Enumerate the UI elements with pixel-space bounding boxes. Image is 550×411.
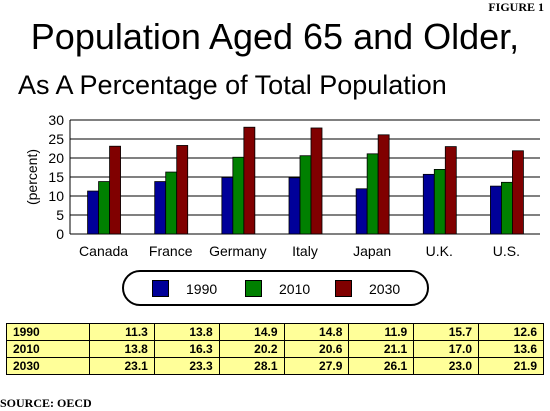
x-tick-label: Germany — [209, 243, 267, 259]
bar-2030-france — [176, 145, 189, 235]
bar-1990-japan — [355, 188, 368, 235]
bar-2030-italy — [310, 127, 323, 235]
bar-1990-italy — [288, 177, 301, 235]
table-row-header: 2010 — [6, 340, 90, 358]
x-tick-label: U.S. — [493, 243, 520, 259]
table-cell: 20.2 — [218, 340, 285, 358]
table-cell: 12.6 — [478, 323, 544, 341]
table-cell: 13.6 — [478, 340, 544, 358]
bar-2010-germany — [232, 156, 245, 235]
bar-2010-france — [165, 171, 178, 235]
bar-1990-germany — [221, 176, 234, 235]
y-tick-label: 0 — [56, 226, 64, 242]
x-tick-label: Canada — [79, 243, 128, 259]
y-tick-label: 5 — [56, 207, 64, 223]
legend-swatch-1990 — [152, 280, 169, 297]
x-tick-label: France — [149, 243, 193, 259]
table-cell: 17.0 — [413, 340, 480, 358]
table-row: 2010 13.8 16.3 20.2 20.6 21.1 17.0 13.6 — [6, 340, 544, 358]
table-cell: 13.8 — [89, 340, 155, 358]
chart-subtitle: As A Percentage of Total Population — [18, 70, 447, 100]
y-tick-label: 10 — [48, 188, 64, 204]
x-tick-label: Japan — [353, 243, 391, 259]
bar-2030-us — [512, 150, 524, 235]
table-cell: 23.1 — [89, 357, 155, 375]
bar-1990-us — [490, 185, 502, 235]
legend-swatch-2030 — [335, 280, 352, 297]
legend-label-2030: 2030 — [369, 281, 401, 297]
x-tick-label: Italy — [292, 243, 318, 259]
table-cell: 14.8 — [283, 323, 350, 341]
x-tick-label: U.K. — [426, 243, 453, 259]
table-cell: 26.1 — [348, 357, 415, 375]
y-tick-label: 25 — [48, 131, 64, 147]
table-cell: 16.3 — [153, 340, 220, 358]
figure-label: FIGURE 1 — [488, 0, 544, 14]
table-cell: 14.9 — [218, 323, 285, 341]
table-row-header: 2030 — [6, 357, 90, 375]
table-row: 1990 11.3 13.8 14.9 14.8 11.9 15.7 12.6 — [6, 323, 544, 341]
table-cell: 13.8 — [153, 323, 220, 341]
bar-2010-us — [501, 181, 513, 235]
data-table: 1990 11.3 13.8 14.9 14.8 11.9 15.7 12.6 2010 13.8… — [6, 323, 544, 375]
table-cell: 27.9 — [283, 357, 350, 375]
y-tick-label: 30 — [48, 112, 64, 128]
bar-1990-canada — [87, 190, 99, 235]
chart-legend: 1990 2010 2030 — [122, 270, 429, 306]
table-cell: 15.7 — [413, 323, 480, 341]
legend-label-2010: 2010 — [279, 281, 311, 297]
bar-2010-japan — [366, 153, 379, 235]
table-cell: 11.3 — [89, 323, 155, 341]
table-cell: 23.0 — [413, 357, 480, 375]
bar-2030-uk — [444, 146, 457, 235]
bar-2010-uk — [433, 169, 446, 235]
table-cell: 23.3 — [153, 357, 220, 375]
table-cell: 20.6 — [283, 340, 350, 358]
chart-title: Population Aged 65 and Older, — [30, 16, 520, 57]
bar-1990-uk — [422, 173, 435, 235]
table-cell: 28.1 — [218, 357, 285, 375]
source-note: SOURCE: OECD — [0, 396, 92, 410]
bar-2010-italy — [299, 155, 312, 235]
y-axis-label: (percent) — [24, 149, 40, 205]
table-cell: 11.9 — [348, 323, 415, 341]
table-cell: 21.9 — [478, 357, 544, 375]
bar-2030-germany — [243, 126, 256, 235]
legend-label-1990: 1990 — [186, 281, 218, 297]
table-cell: 21.1 — [348, 340, 415, 358]
bar-2030-japan — [377, 134, 390, 235]
y-tick-label: 15 — [48, 169, 64, 185]
table-row: 2030 23.1 23.3 28.1 27.9 26.1 23.0 21.9 — [6, 357, 544, 375]
bar-chart: 0 5 10 15 20 25 30 (percent) Canada France Germany… — [24, 112, 540, 259]
bar-1990-france — [154, 181, 167, 235]
bar-2010-canada — [98, 181, 110, 235]
bar-2030-canada — [109, 145, 121, 235]
y-tick-label: 20 — [48, 150, 64, 166]
table-row-header: 1990 — [6, 323, 90, 341]
legend-swatch-2010 — [245, 280, 262, 297]
